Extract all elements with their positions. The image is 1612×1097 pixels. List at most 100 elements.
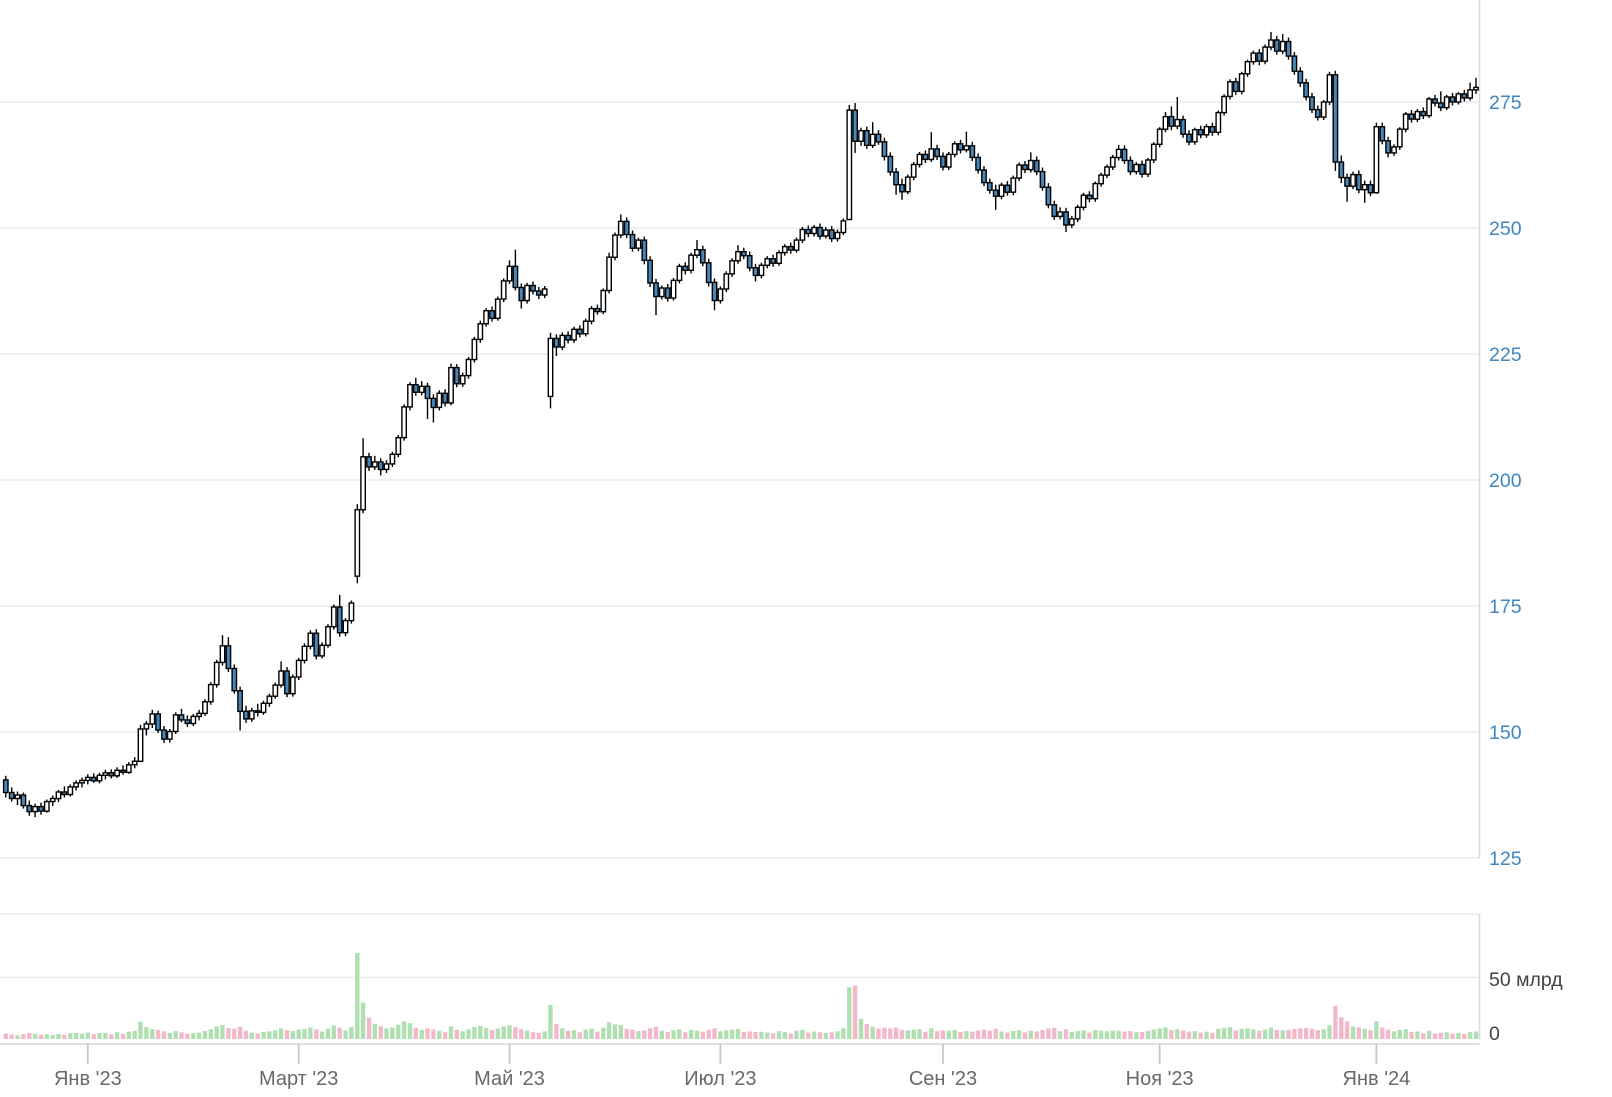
candles-series[interactable] bbox=[2, 31, 1479, 818]
volume-bar bbox=[1016, 1030, 1022, 1039]
candle-body bbox=[1338, 161, 1345, 179]
candle-body bbox=[207, 683, 214, 703]
volume-bar bbox=[811, 1031, 817, 1039]
candle-body bbox=[1385, 140, 1392, 154]
volume-bar bbox=[677, 1029, 682, 1039]
y-axis-label: 250 bbox=[1489, 218, 1522, 240]
candle-body bbox=[1238, 73, 1245, 93]
volume-bar bbox=[1022, 1032, 1028, 1039]
candle-body bbox=[910, 163, 917, 178]
candle-body bbox=[705, 262, 712, 284]
volume-bar bbox=[1467, 1032, 1473, 1039]
candle-body bbox=[102, 772, 109, 776]
candle-body bbox=[184, 719, 191, 725]
candle-body bbox=[975, 156, 982, 171]
volume-bar bbox=[1128, 1031, 1133, 1039]
candle-body bbox=[553, 337, 560, 348]
volume-bar bbox=[606, 1022, 612, 1039]
volume-bar bbox=[975, 1030, 981, 1039]
volume-series[interactable] bbox=[3, 953, 1479, 1039]
candle-body bbox=[893, 171, 900, 186]
candle-body bbox=[172, 714, 179, 733]
candle-body bbox=[1355, 173, 1362, 191]
candle-body bbox=[366, 456, 372, 468]
candle-body bbox=[1314, 108, 1321, 118]
volume-bar bbox=[1186, 1031, 1192, 1039]
candle-body bbox=[957, 143, 964, 151]
candle-body bbox=[582, 320, 589, 335]
candle-body bbox=[1092, 182, 1099, 200]
volume-bar bbox=[1462, 1033, 1467, 1039]
candle-body bbox=[1268, 39, 1274, 48]
volume-bar bbox=[1321, 1029, 1326, 1039]
candle-body bbox=[284, 670, 290, 695]
candle-body bbox=[178, 714, 185, 721]
candle-body bbox=[670, 279, 677, 299]
candle-body bbox=[1455, 93, 1462, 103]
volume-bar bbox=[1057, 1031, 1063, 1039]
volume-bar bbox=[718, 1031, 723, 1039]
volume-bar bbox=[1110, 1030, 1115, 1039]
volume-bar bbox=[308, 1027, 313, 1039]
candle-body bbox=[1156, 128, 1163, 145]
candle-body bbox=[459, 375, 466, 385]
volume-bar bbox=[577, 1032, 582, 1039]
candle-body bbox=[149, 713, 156, 725]
candle-body bbox=[559, 334, 566, 348]
candle-body bbox=[500, 280, 507, 300]
x-axis-label: Май '23 bbox=[474, 1068, 545, 1090]
candle-body bbox=[465, 358, 472, 377]
candle-body bbox=[383, 463, 390, 471]
candle-body bbox=[1420, 110, 1427, 117]
volume-bar bbox=[97, 1033, 102, 1039]
volume-bar bbox=[1198, 1032, 1203, 1039]
candle-body bbox=[676, 265, 683, 282]
volume-bar bbox=[601, 1027, 606, 1039]
volume-bar bbox=[120, 1033, 126, 1039]
volume-bar bbox=[1409, 1031, 1414, 1039]
volume-bar bbox=[390, 1027, 395, 1039]
volume-bar bbox=[401, 1021, 407, 1039]
volume-bar bbox=[1257, 1030, 1262, 1039]
candle-body bbox=[1449, 96, 1456, 103]
volume-bar bbox=[273, 1030, 278, 1039]
volume-bar bbox=[800, 1029, 805, 1039]
candle-body bbox=[389, 453, 396, 465]
candle-body bbox=[243, 710, 249, 720]
candle-body bbox=[852, 109, 859, 142]
candle-body bbox=[1221, 95, 1228, 114]
volume-bar bbox=[384, 1028, 389, 1039]
candle-body bbox=[1303, 82, 1310, 98]
candle-body bbox=[992, 189, 999, 197]
candle-body bbox=[858, 129, 864, 142]
volume-bar bbox=[899, 1029, 905, 1039]
candle-body bbox=[1467, 89, 1474, 99]
volume-bar bbox=[1180, 1030, 1186, 1039]
volume-bar bbox=[776, 1031, 782, 1039]
candle-body bbox=[752, 267, 759, 277]
volume-bar bbox=[1034, 1031, 1039, 1039]
candle-body bbox=[79, 779, 85, 784]
candle-body bbox=[289, 676, 296, 695]
volume-bar bbox=[1122, 1031, 1127, 1039]
candle-body bbox=[1121, 148, 1128, 162]
x-axis-label: Янв '23 bbox=[54, 1068, 122, 1090]
candle-body bbox=[1033, 159, 1040, 173]
volume-bar bbox=[1380, 1027, 1385, 1039]
candle-body bbox=[576, 328, 583, 335]
volume-bar bbox=[987, 1030, 992, 1039]
candle-body bbox=[770, 258, 777, 264]
y-axis-labels: 275 250 225 200 175 150 125 bbox=[1489, 92, 1522, 870]
volume-bar bbox=[1274, 1029, 1279, 1039]
candle-body bbox=[295, 659, 302, 678]
volume-bar bbox=[1333, 1005, 1338, 1039]
candle-body bbox=[881, 141, 888, 158]
volume-bar bbox=[483, 1028, 489, 1039]
volume-bar bbox=[296, 1029, 301, 1039]
candle-body bbox=[588, 307, 595, 322]
candle-body bbox=[799, 228, 806, 241]
volume-bar bbox=[847, 987, 852, 1039]
volume-bar bbox=[454, 1029, 459, 1039]
candle-body bbox=[600, 289, 607, 313]
